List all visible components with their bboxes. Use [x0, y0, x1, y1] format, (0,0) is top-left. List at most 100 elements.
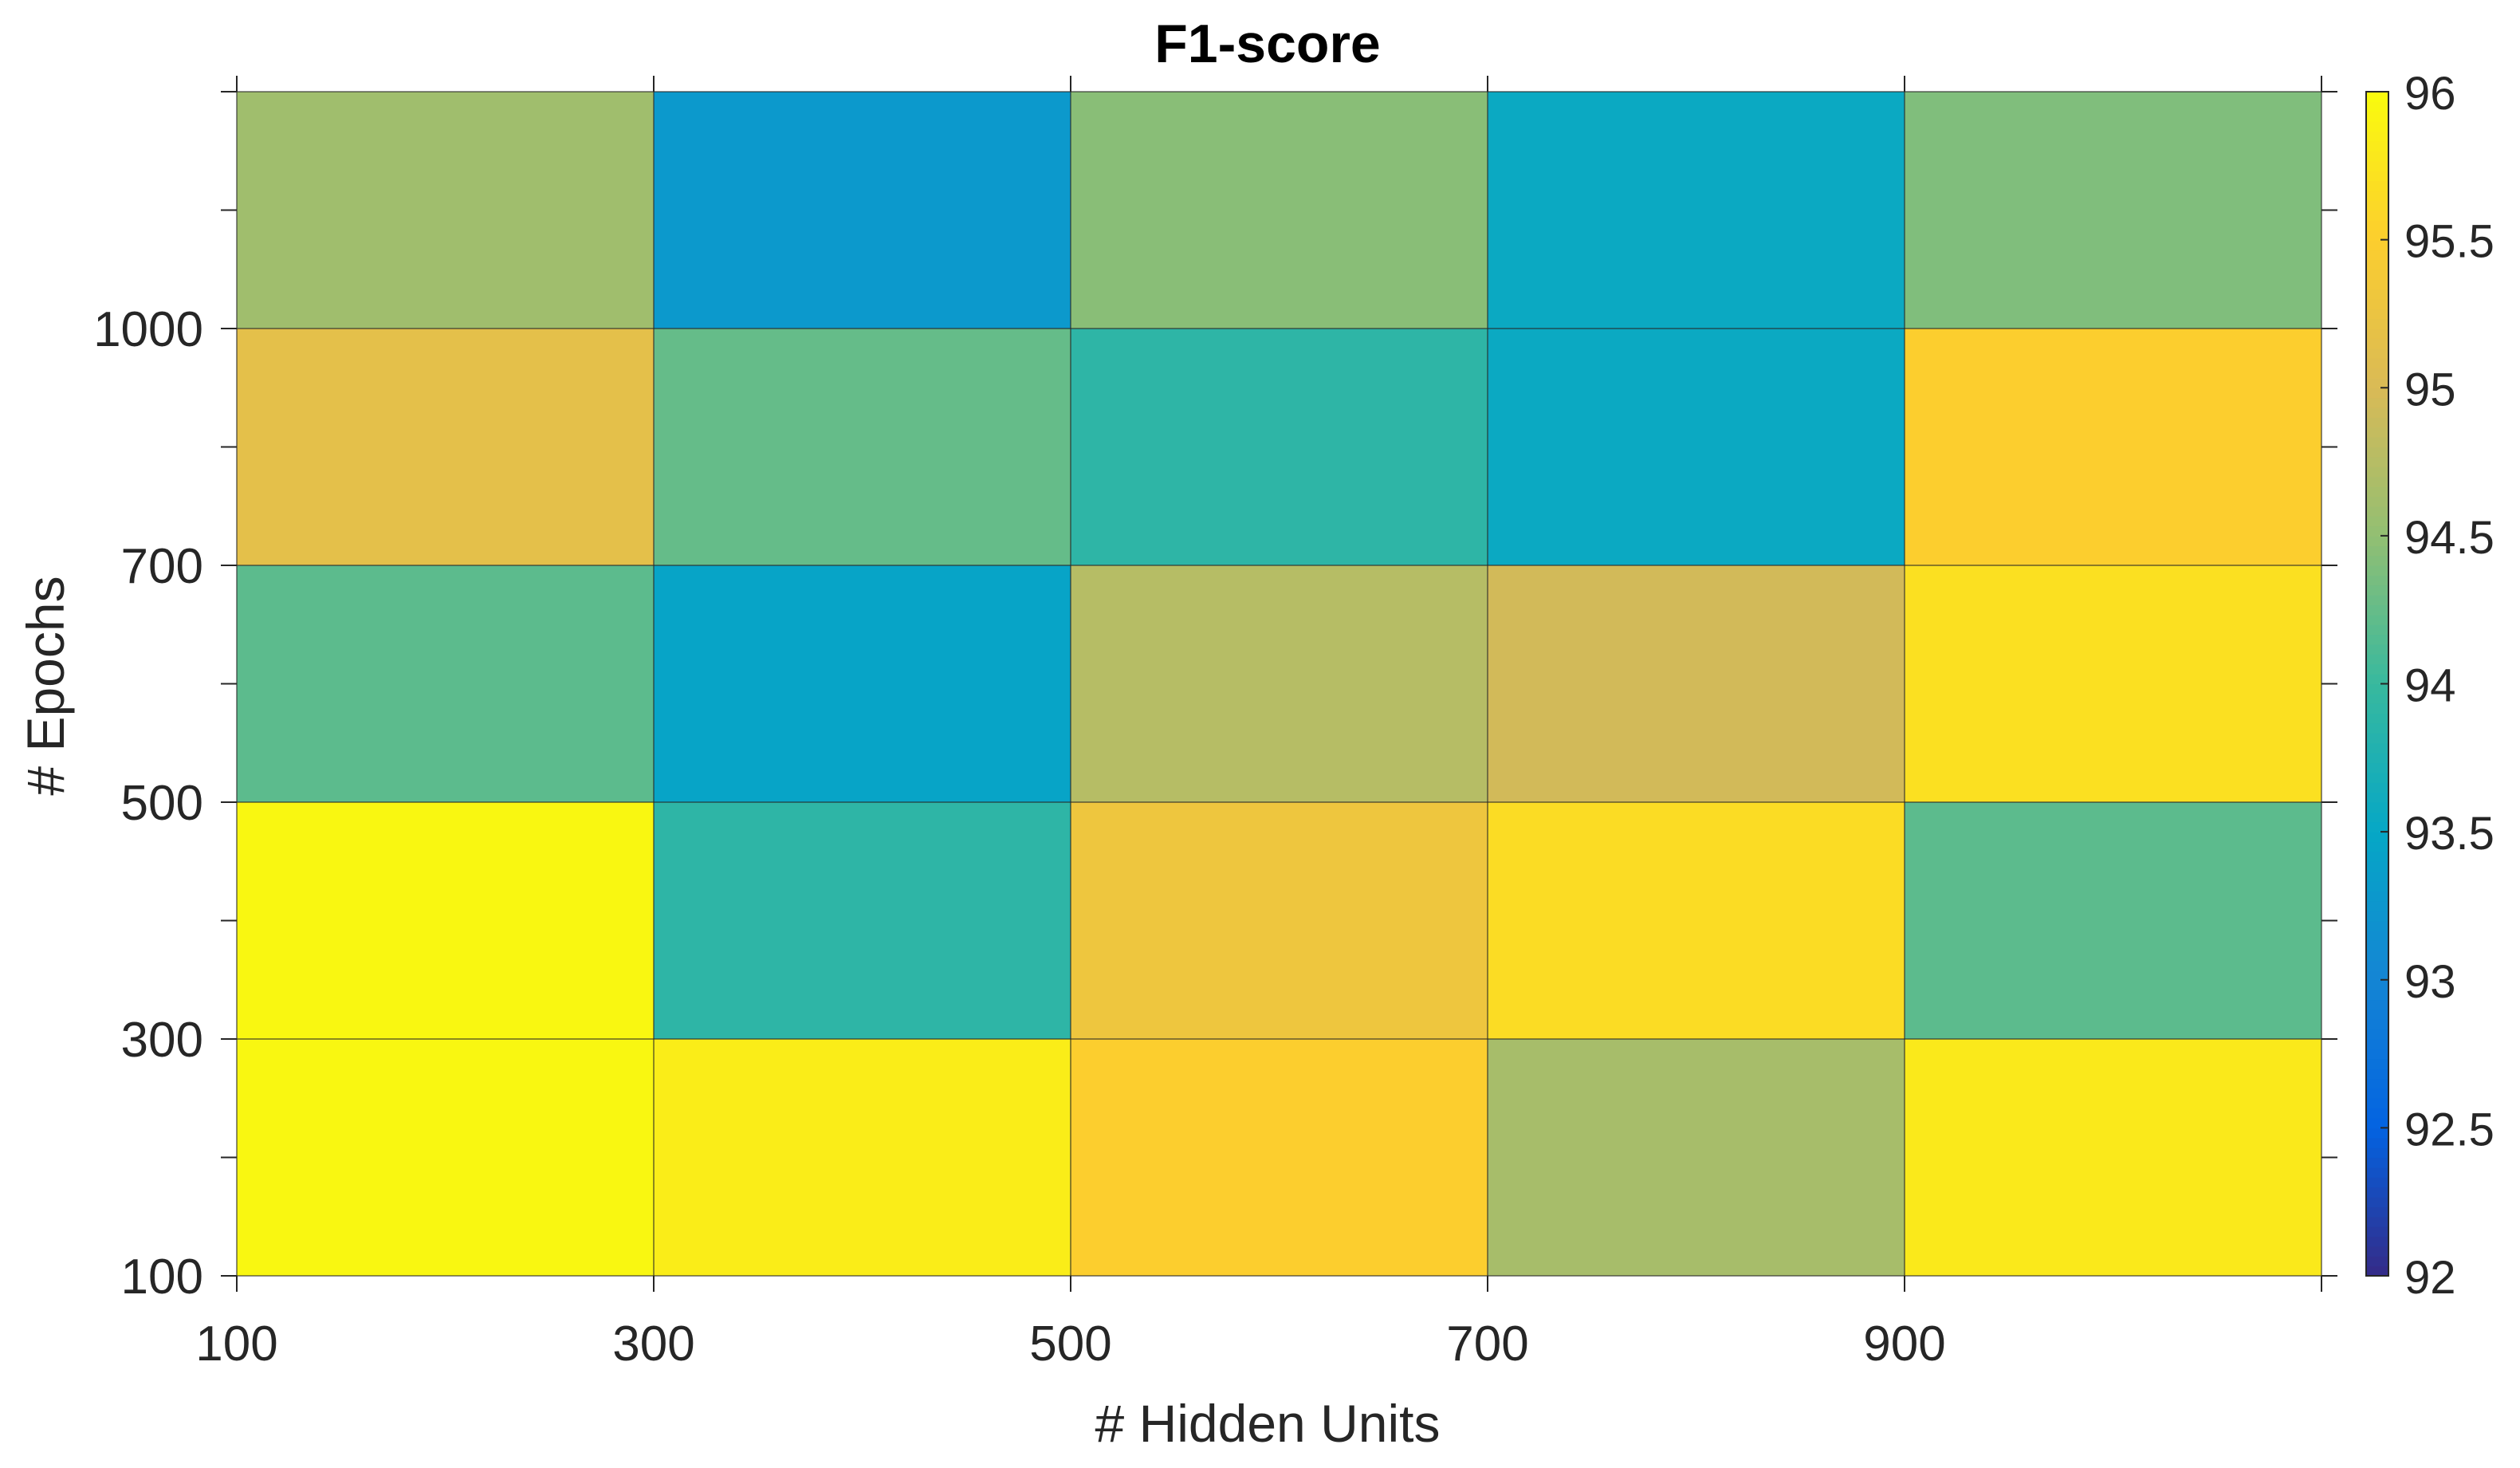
- colorbar-segment: [2366, 160, 2388, 171]
- colorbar-segment: [2366, 674, 2388, 685]
- colorbar-tick-label: 92.5: [2404, 1104, 2494, 1155]
- colorbar-segment: [2366, 881, 2388, 891]
- colorbar-segment: [2366, 348, 2388, 359]
- colorbar-segment: [2366, 713, 2388, 724]
- colorbar-segment: [2366, 1216, 2388, 1227]
- colorbar-segment: [2366, 466, 2388, 478]
- colorbar-segment: [2366, 634, 2388, 645]
- x-tick-label: 500: [1029, 1316, 1111, 1372]
- heatmap-cell: [1071, 1039, 1488, 1276]
- y-tick-label: 700: [121, 539, 203, 594]
- colorbar-segment: [2366, 940, 2388, 951]
- colorbar-segment: [2366, 269, 2388, 280]
- colorbar-segment: [2366, 970, 2388, 981]
- colorbar-tick-label: 93.5: [2404, 808, 2494, 860]
- y-tick-label: 100: [121, 1250, 203, 1305]
- colorbar-segment: [2366, 644, 2388, 655]
- colorbar-tick-label: 95: [2404, 364, 2456, 415]
- heatmap-cell: [1905, 1039, 2321, 1276]
- y-tick-label: 300: [121, 1013, 203, 1068]
- colorbar-segment: [2366, 1236, 2388, 1247]
- colorbar-segment: [2366, 1197, 2388, 1207]
- colorbar-segment: [2366, 1256, 2388, 1267]
- colorbar: 92 92.5 93 93.5 94 94.5 95 95.5 96: [2365, 68, 2494, 1304]
- colorbar-segment: [2366, 802, 2388, 813]
- colorbar-segment: [2366, 624, 2388, 636]
- heatmap-cell: [237, 802, 654, 1039]
- heatmap-cell: [1071, 802, 1488, 1039]
- colorbar-segment: [2366, 171, 2388, 181]
- colorbar-segment: [2366, 812, 2388, 823]
- colorbar-tick-label: 94.5: [2404, 512, 2494, 564]
- colorbar-segment: [2366, 851, 2388, 862]
- colorbar-segment: [2366, 298, 2388, 309]
- heatmap-cell: [1488, 1039, 1905, 1276]
- colorbar-segment: [2366, 654, 2388, 665]
- colorbar-segment: [2366, 239, 2388, 250]
- colorbar-segment: [2366, 999, 2388, 1010]
- colorbar-segment: [2366, 990, 2388, 1001]
- colorbar-segment: [2366, 723, 2388, 734]
- heatmap-cell: [654, 802, 1071, 1039]
- colorbar-segment: [2366, 950, 2388, 961]
- colorbar-segment: [2366, 200, 2388, 211]
- y-axis-label: # Epochs: [16, 576, 75, 795]
- colorbar-segment: [2366, 318, 2388, 329]
- heatmap-cell: [1071, 329, 1488, 565]
- colorbar-segment: [2366, 535, 2388, 546]
- colorbar-segment: [2366, 861, 2388, 872]
- colorbar-segment: [2366, 772, 2388, 783]
- colorbar-segment: [2366, 388, 2388, 399]
- colorbar-segment: [2366, 565, 2388, 576]
- colorbar-segment: [2366, 140, 2388, 152]
- heatmap-cell: [654, 92, 1071, 329]
- colorbar-segment: [2366, 545, 2388, 557]
- colorbar-tick-label: 92: [2404, 1252, 2456, 1304]
- heatmap-cell: [654, 1039, 1071, 1276]
- colorbar-segment: [2366, 930, 2388, 941]
- colorbar-segment: [2366, 92, 2388, 102]
- heatmap-cell: [237, 565, 654, 802]
- colorbar-segment: [2366, 584, 2388, 596]
- heatmap-cell: [1071, 92, 1488, 329]
- colorbar-segment: [2366, 111, 2388, 122]
- colorbar-segment: [2366, 900, 2388, 911]
- colorbar-segment: [2366, 595, 2388, 606]
- colorbar-segment: [2366, 792, 2388, 803]
- heatmap-cell: [654, 329, 1071, 565]
- colorbar-tick-label: 95.5: [2404, 216, 2494, 268]
- colorbar-segment: [2366, 180, 2388, 191]
- colorbar-segment: [2366, 338, 2388, 349]
- y-tick-label: 500: [121, 776, 203, 831]
- colorbar-segment: [2366, 496, 2388, 507]
- colorbar-tick-label: 94: [2404, 660, 2456, 712]
- colorbar-segment: [2366, 1058, 2388, 1069]
- colorbar-tick-label: 93: [2404, 956, 2456, 1008]
- colorbar-segment: [2366, 1078, 2388, 1089]
- colorbar-segment: [2366, 960, 2388, 970]
- axis-ticks: 100 300 500 700 900 100 300 500 700 1000: [93, 76, 2337, 1372]
- x-tick-label: 900: [1863, 1316, 1945, 1372]
- colorbar-segment: [2366, 911, 2388, 922]
- heatmap-cell: [237, 329, 654, 565]
- colorbar-segment: [2366, 1009, 2388, 1020]
- heatmap-cell: [237, 92, 654, 329]
- chart-title: F1-score: [1154, 14, 1380, 74]
- colorbar-segment: [2366, 683, 2388, 695]
- heatmap-cell: [1488, 802, 1905, 1039]
- colorbar-segment: [2366, 1049, 2388, 1060]
- colorbar-segment: [2366, 1039, 2388, 1049]
- y-tick-label: 1000: [93, 302, 203, 357]
- colorbar-segment: [2366, 1187, 2388, 1198]
- colorbar-segment: [2366, 190, 2388, 201]
- colorbar-segment: [2366, 131, 2388, 142]
- colorbar-segment: [2366, 742, 2388, 754]
- heatmap-cell: [1905, 802, 2321, 1039]
- colorbar-segment: [2366, 1157, 2388, 1168]
- colorbar-segment: [2366, 1118, 2388, 1128]
- colorbar-segment: [2366, 1226, 2388, 1238]
- colorbar-segment: [2366, 1147, 2388, 1159]
- heatmap-cell: [1905, 92, 2321, 329]
